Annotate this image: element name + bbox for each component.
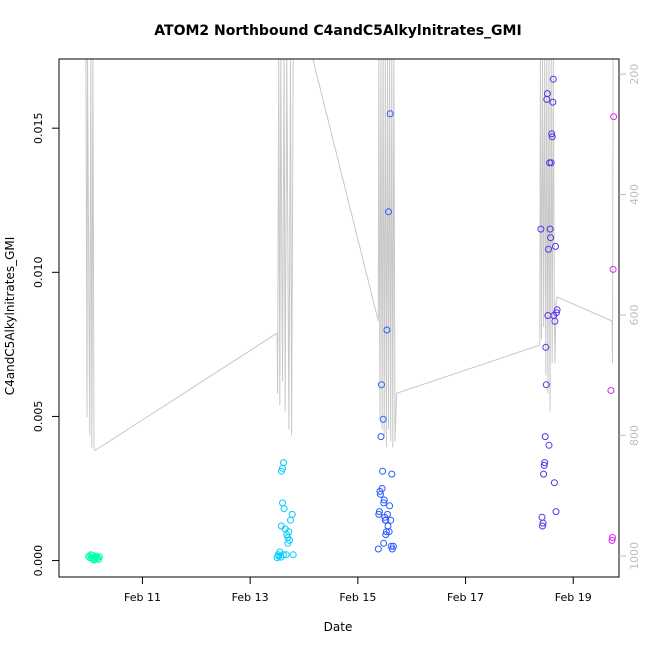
y-tick-label: 0.005	[32, 401, 45, 433]
data-point	[552, 508, 560, 516]
data-point	[280, 459, 287, 467]
data-point	[386, 502, 394, 510]
data-point	[608, 536, 616, 544]
data-point	[95, 553, 103, 561]
data-point	[548, 130, 556, 138]
plot-area: Feb 11 Feb 13 Feb 15 Feb 17 Feb 19 0.000 0.005…	[32, 58, 641, 604]
data-point	[90, 556, 98, 564]
data-point	[553, 306, 561, 314]
data-point	[546, 225, 554, 233]
x-tick-label: Feb 19	[555, 591, 592, 604]
data-point	[553, 309, 560, 317]
data-point	[378, 381, 385, 389]
data-point	[545, 441, 553, 449]
data-point	[537, 225, 545, 233]
x-tick-label: Feb 13	[232, 591, 269, 604]
data-point	[380, 496, 388, 504]
data-point	[552, 242, 559, 250]
data-point	[374, 545, 382, 553]
data-point	[539, 519, 547, 527]
data-point	[280, 551, 287, 559]
data-point	[380, 539, 388, 547]
data-point	[388, 470, 396, 478]
data-point	[607, 387, 615, 394]
x-tick-label: Feb 11	[124, 591, 161, 604]
data-point	[609, 534, 616, 541]
data-point	[279, 499, 286, 507]
data-point	[379, 415, 387, 423]
data-point	[387, 516, 395, 524]
data-point	[389, 542, 397, 550]
data-point	[547, 234, 555, 242]
data-point	[610, 113, 618, 121]
data-point	[609, 265, 617, 273]
data-point	[288, 510, 296, 518]
data-point	[289, 551, 297, 559]
data-point	[547, 159, 555, 167]
data-point	[549, 98, 557, 106]
data-point	[385, 528, 393, 536]
data-point	[380, 499, 388, 507]
y-tick-label: 0.015	[32, 112, 45, 144]
y-tick-label: 0.010	[32, 257, 45, 289]
data-point	[550, 479, 558, 487]
x-axis-title: Date	[324, 620, 353, 634]
data-point	[542, 343, 550, 351]
plot-frame	[58, 58, 620, 578]
data-point	[385, 208, 392, 216]
data-point	[542, 381, 550, 389]
data-point	[382, 516, 390, 524]
data-point	[383, 326, 391, 334]
data-point	[541, 433, 549, 441]
data-point	[95, 555, 103, 563]
pressure-line	[85, 59, 614, 452]
data-point	[379, 467, 387, 475]
chart-title: ATOM2 Northbound C4andC5Alkylnitrates_GM…	[154, 23, 521, 39]
series-3	[374, 110, 397, 553]
y-axis-title: C4andC5Alkylnitrates_GMI	[3, 237, 17, 396]
data-point	[282, 551, 290, 559]
data-point	[551, 317, 559, 325]
data-point	[540, 461, 548, 469]
data-point	[545, 245, 552, 253]
data-point	[540, 470, 548, 478]
data-point	[548, 133, 556, 141]
data-point	[538, 513, 546, 521]
data-point	[286, 536, 293, 544]
data-point	[539, 522, 546, 530]
y2-tick-label: 1000	[628, 542, 641, 570]
data-point	[377, 433, 385, 441]
data-point	[384, 522, 392, 530]
y2-tick-label: 800	[628, 425, 641, 446]
data-point	[543, 90, 551, 98]
data-point	[280, 505, 288, 513]
data-point	[285, 528, 293, 536]
data-point	[549, 75, 557, 83]
series-2	[273, 459, 297, 562]
series-5	[607, 113, 618, 544]
series-1	[85, 551, 103, 564]
data-point	[287, 516, 294, 524]
data-point	[378, 485, 386, 492]
data-point	[541, 459, 549, 467]
y2-tick-label: 600	[628, 305, 641, 326]
y2-tick-label: 200	[628, 64, 641, 85]
data-point	[375, 508, 383, 516]
x-tick-label: Feb 15	[339, 591, 376, 604]
y2-tick-label: 400	[628, 184, 641, 205]
series-4	[537, 75, 561, 530]
x-tick-label: Feb 17	[447, 591, 484, 604]
data-point	[375, 510, 383, 518]
y-tick-label: 0.000	[32, 545, 45, 577]
data-point	[386, 110, 394, 118]
